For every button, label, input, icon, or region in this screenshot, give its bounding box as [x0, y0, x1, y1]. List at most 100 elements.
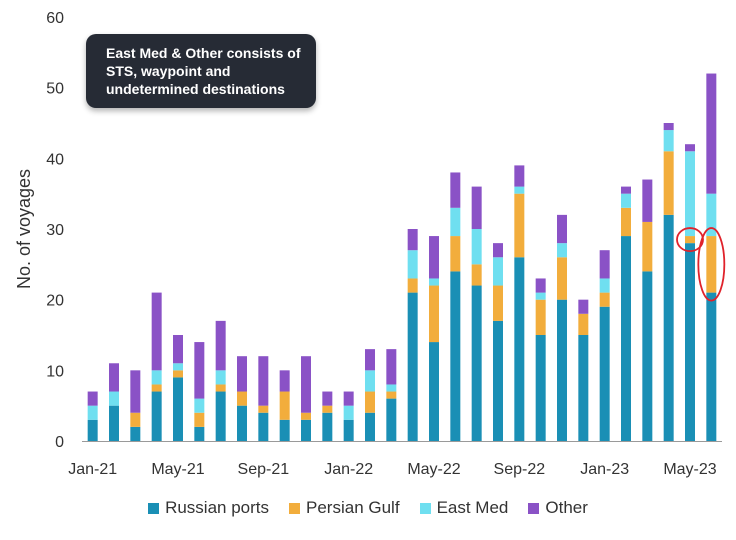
bar-segment-east-med-sep-22	[514, 186, 525, 194]
bar-segment-persian-gulf-oct-21	[279, 391, 290, 420]
bar-segment-russian-ports-may-22	[429, 342, 439, 441]
bar-segment-russian-ports-jan-21	[87, 419, 98, 441]
x-tick-label: May-22	[407, 461, 460, 478]
bar-segment-russian-ports-jun-22	[450, 271, 461, 441]
bar-segment-persian-gulf-nov-22	[557, 257, 567, 300]
bar-segment-other-mar-23	[642, 179, 653, 222]
bar-segment-russian-ports-sep-21	[258, 412, 269, 441]
bar-segment-russian-ports-aug-21	[237, 405, 247, 441]
bar-segment-persian-gulf-apr-23	[663, 151, 674, 215]
bar-segment-other-jun-21	[194, 342, 205, 399]
legend-label-east-med: East Med	[436, 498, 509, 517]
bar-segment-other-may-23	[685, 144, 695, 152]
bar-segment-other-jul-21	[215, 320, 226, 371]
x-tick-label: May-21	[151, 461, 204, 478]
bar-segment-other-feb-22	[365, 349, 375, 371]
bar-segment-persian-gulf-may-21	[173, 370, 183, 378]
bar-segment-persian-gulf-apr-21	[151, 384, 162, 392]
bar-segment-russian-ports-mar-23	[642, 271, 653, 441]
legend-item-russian-ports: Russian ports	[148, 498, 269, 518]
bar-segment-russian-ports-dec-22	[578, 335, 589, 441]
y-tick-label: 40	[46, 151, 64, 168]
bar-segment-other-may-21	[173, 335, 183, 364]
bar-segment-other-dec-22	[578, 299, 589, 314]
bar-segment-persian-gulf-mar-21	[130, 412, 141, 427]
bar-segment-russian-ports-sep-22	[514, 257, 525, 441]
y-tick-label: 20	[46, 293, 64, 310]
legend-item-other: Other	[528, 498, 588, 518]
bar-segment-russian-ports-feb-21	[109, 405, 119, 441]
bar-segment-other-aug-22	[493, 243, 503, 258]
x-tick-label: Jan-21	[68, 461, 117, 478]
bar-segment-east-med-jan-23	[599, 278, 610, 293]
x-tick-label: Sep-22	[494, 461, 546, 478]
bar-segment-persian-gulf-oct-22	[535, 299, 546, 335]
bar-segment-east-med-feb-22	[365, 370, 375, 392]
legend-label-russian-ports: Russian ports	[165, 498, 270, 517]
bar-segment-russian-ports-apr-22	[407, 292, 418, 441]
bar-segment-east-med-jan-21	[87, 405, 98, 420]
bar-segment-russian-ports-jun-23	[706, 292, 717, 441]
bar-segment-persian-gulf-aug-22	[493, 285, 503, 321]
bar-segment-east-med-jun-23	[706, 193, 717, 237]
bar-segment-other-nov-21	[301, 356, 311, 413]
y-tick-label: 30	[46, 222, 64, 239]
bar-segment-east-med-may-21	[173, 363, 183, 371]
bar-segment-russian-ports-mar-22	[386, 398, 397, 441]
bar-segment-russian-ports-feb-23	[621, 236, 631, 441]
legend-swatch-other	[528, 502, 540, 514]
bar-segment-persian-gulf-apr-22	[407, 278, 418, 293]
bar-segment-east-med-apr-22	[407, 250, 418, 279]
bar-segment-persian-gulf-mar-23	[642, 221, 653, 272]
bar-segment-russian-ports-jan-22	[343, 419, 354, 441]
bar-segment-persian-gulf-may-23	[685, 236, 695, 244]
bar-segment-russian-ports-jan-23	[599, 306, 610, 441]
annotation-note: East Med & Other consists of STS, waypoi…	[86, 34, 316, 108]
bar-segment-russian-ports-mar-21	[130, 426, 141, 441]
bar-segment-east-med-mar-22	[386, 384, 397, 392]
chart-legend: Russian ports Persian Gulf East Med Othe…	[0, 498, 736, 518]
bar-segment-other-jan-23	[599, 250, 610, 279]
bar-segment-other-may-22	[429, 236, 439, 279]
bar-segment-east-med-jun-21	[194, 398, 205, 413]
bar-segment-other-aug-21	[237, 356, 247, 392]
bar-segment-russian-ports-apr-21	[151, 391, 162, 441]
bar-segment-east-med-oct-22	[535, 292, 546, 300]
bar-segment-russian-ports-jul-21	[215, 391, 226, 441]
bar-segment-persian-gulf-jun-23	[706, 236, 717, 293]
bar-segment-russian-ports-aug-22	[493, 320, 503, 441]
bar-segment-persian-gulf-jun-22	[450, 236, 461, 272]
bar-segment-other-jan-22	[343, 391, 354, 406]
bar-segment-east-med-may-23	[685, 151, 695, 237]
bar-segment-east-med-jun-22	[450, 207, 461, 237]
bar-segment-russian-ports-oct-22	[535, 335, 546, 441]
bar-segment-russian-ports-jul-22	[471, 285, 482, 441]
y-tick-label: 50	[46, 81, 64, 98]
legend-label-persian-gulf: Persian Gulf	[306, 498, 400, 517]
x-tick-label: Jan-22	[324, 461, 373, 478]
x-tick-label: Jan-23	[580, 461, 629, 478]
bar-segment-russian-ports-may-21	[173, 377, 183, 441]
bar-segment-other-mar-21	[130, 370, 141, 413]
bar-segment-persian-gulf-jul-21	[215, 384, 226, 392]
bar-segment-persian-gulf-feb-22	[365, 391, 375, 413]
x-tick-label: May-23	[663, 461, 716, 478]
bar-segment-east-med-apr-23	[663, 130, 674, 152]
highlight-ellipse	[676, 227, 704, 253]
x-tick-label: Sep-21	[238, 461, 290, 478]
bar-segment-other-feb-21	[109, 363, 119, 392]
bar-segment-other-sep-21	[258, 356, 269, 406]
bar-segment-russian-ports-dec-21	[322, 412, 333, 441]
bar-segment-other-jan-21	[87, 391, 98, 406]
bar-segment-persian-gulf-dec-22	[578, 313, 589, 335]
y-axis-title: No. of voyages	[14, 169, 34, 289]
bar-segment-persian-gulf-jun-21	[194, 412, 205, 427]
legend-item-persian-gulf: Persian Gulf	[289, 498, 400, 518]
bar-segment-persian-gulf-sep-22	[514, 193, 525, 258]
legend-label-other: Other	[545, 498, 588, 517]
bar-segment-persian-gulf-jul-22	[471, 264, 482, 286]
bar-segment-other-jun-23	[706, 73, 717, 194]
bar-segment-other-sep-22	[514, 165, 525, 187]
bar-segment-persian-gulf-nov-21	[301, 412, 311, 420]
